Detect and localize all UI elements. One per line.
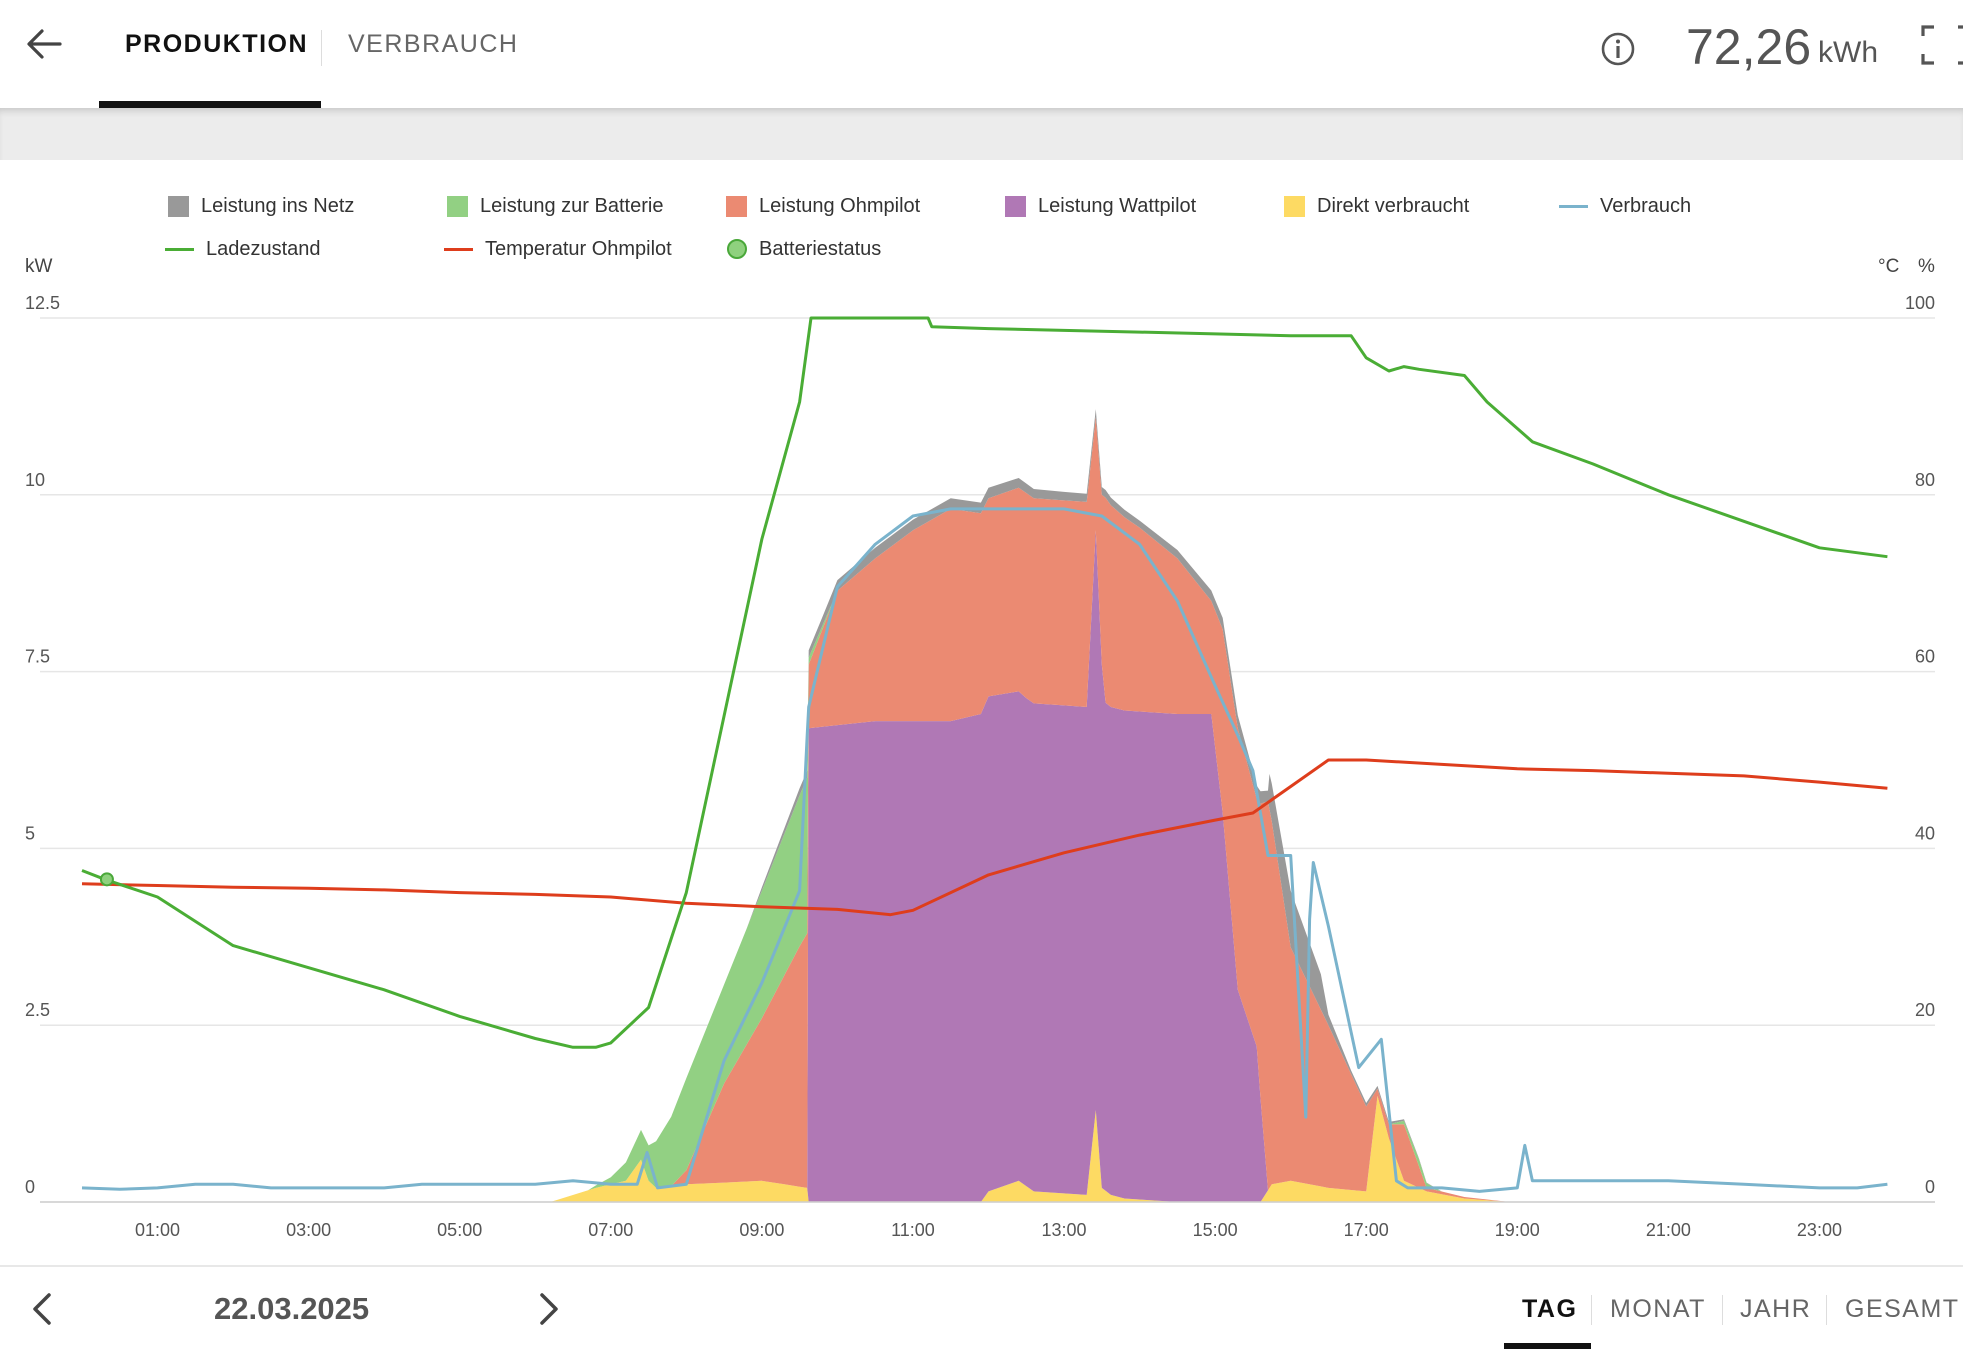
y-tick-left: 0 (25, 1177, 35, 1197)
y-tick-right: 0 (1925, 1177, 1935, 1197)
y-axis-right-unit-celsius: °C (1878, 256, 1900, 277)
legend-swatch (1284, 195, 1305, 217)
y-tick-right: 80 (1915, 470, 1935, 490)
legend-swatch (726, 195, 747, 217)
y-tick-left: 2.5 (25, 1000, 50, 1020)
chevron-right-icon[interactable] (528, 1287, 568, 1331)
legend-item-ladezustand[interactable]: Ladezustand (165, 234, 321, 264)
legend-swatch (165, 247, 194, 251)
x-tick-label: 13:00 (1042, 1220, 1087, 1240)
legend-label: Leistung zur Batterie (480, 194, 664, 217)
info-icon[interactable] (1600, 31, 1636, 67)
legend-label: Temperatur Ohmpilot (485, 237, 672, 260)
period-tab-tag[interactable]: TAG (1522, 1295, 1578, 1323)
period-divider (1826, 1295, 1827, 1325)
x-tick-label: 23:00 (1797, 1220, 1842, 1240)
active-period-indicator (1504, 1343, 1591, 1349)
x-tick-label: 05:00 (437, 1220, 482, 1240)
legend-swatch (1559, 204, 1588, 208)
legend-item-leistung-ins-netz[interactable]: Leistung ins Netz (168, 191, 354, 221)
tab-verbrauch[interactable]: VERBRAUCH (348, 30, 519, 58)
legend-swatch (444, 247, 473, 251)
x-tick-label: 21:00 (1646, 1220, 1691, 1240)
y-axis-left-unit: kW (25, 256, 53, 277)
x-tick-label: 19:00 (1495, 1220, 1540, 1240)
y-tick-left: 7.5 (25, 647, 50, 667)
y-tick-left: 10 (25, 470, 45, 490)
x-tick-label: 09:00 (739, 1220, 784, 1240)
period-tab-monat[interactable]: MONAT (1610, 1295, 1706, 1323)
period-divider (1722, 1295, 1723, 1325)
active-tab-indicator (99, 101, 321, 108)
legend-label: Leistung Ohmpilot (759, 194, 921, 217)
tab-divider (321, 30, 322, 66)
area-leistung-ohmpilot (82, 417, 1895, 1202)
x-tick-label: 17:00 (1344, 1220, 1389, 1240)
x-tick-label: 01:00 (135, 1220, 180, 1240)
y-tick-left: 5 (25, 823, 35, 843)
legend-item-leistung-wattpilot[interactable]: Leistung Wattpilot (1005, 191, 1196, 221)
total-energy-value: 72,26 (1686, 19, 1812, 75)
period-tab-jahr[interactable]: JAHR (1740, 1295, 1812, 1323)
line-temperatur-ohmpilot (81, 758, 1888, 917)
legend-item-leistung-zur-batterie[interactable]: Leistung zur Batterie (447, 191, 663, 221)
y-tick-right: 60 (1915, 647, 1935, 667)
y-tick-left: 12.5 (25, 293, 60, 313)
legend-label: Ladezustand (206, 237, 321, 260)
period-tab-gesamt[interactable]: GESAMT (1845, 1295, 1960, 1323)
legend-label: Direkt verbraucht (1317, 194, 1470, 217)
line-ladezustand (81, 316, 1888, 1049)
legend-swatch (727, 239, 747, 259)
header-divider-band (0, 108, 1963, 160)
legend-item-temperatur-ohmpilot[interactable]: Temperatur Ohmpilot (444, 234, 672, 264)
legend-item-batteriestatus[interactable]: Batteriestatus (727, 234, 881, 264)
period-divider (1591, 1295, 1592, 1325)
y-tick-right: 20 (1915, 1000, 1935, 1020)
legend-item-direkt-verbraucht[interactable]: Direkt verbraucht (1284, 191, 1469, 221)
battery-status-marker (99, 872, 114, 887)
back-arrow-icon[interactable] (18, 18, 70, 70)
legend-swatch (1005, 195, 1026, 217)
x-tick-label: 07:00 (588, 1220, 633, 1240)
total-energy-unit: kWh (1818, 36, 1878, 69)
tab-produktion[interactable]: PRODUKTION (125, 30, 309, 58)
bottom-bar: 22.03.2025 TAG MONAT JAHR GESAMT (0, 1265, 1963, 1349)
energy-chart[interactable]: 0 0 2.5 20 5 40 7.5 60 10 80 12.5 100 01:00 03:00 05:0… (0, 280, 1963, 1260)
legend-label: Verbrauch (1600, 194, 1692, 217)
fullscreen-icon[interactable] (1920, 22, 1963, 68)
legend-swatch (168, 195, 189, 217)
current-date[interactable]: 22.03.2025 (214, 1291, 370, 1326)
x-tick-label: 11:00 (891, 1220, 935, 1240)
legend-label: Leistung Wattpilot (1038, 194, 1197, 217)
y-axis-right-unit-percent: % (1918, 256, 1935, 277)
legend-item-verbrauch[interactable]: Verbrauch (1559, 191, 1691, 221)
x-tick-label: 03:00 (286, 1220, 331, 1240)
y-tick-right: 40 (1915, 823, 1935, 843)
chevron-left-icon[interactable] (23, 1287, 63, 1331)
stacked-areas (82, 409, 1895, 1203)
legend-label: Leistung ins Netz (201, 194, 355, 217)
legend-item-leistung-ohmpilot[interactable]: Leistung Ohmpilot (726, 191, 920, 221)
legend-swatch (447, 195, 468, 217)
area-leistung-wattpilot (82, 530, 1895, 1202)
y-tick-right: 100 (1905, 293, 1935, 313)
line-verbrauch (81, 507, 1888, 1193)
x-tick-label: 15:00 (1193, 1220, 1238, 1240)
top-bar: PRODUKTION VERBRAUCH 72,26 kWh (0, 0, 1963, 108)
legend-label: Batteriestatus (759, 237, 882, 260)
